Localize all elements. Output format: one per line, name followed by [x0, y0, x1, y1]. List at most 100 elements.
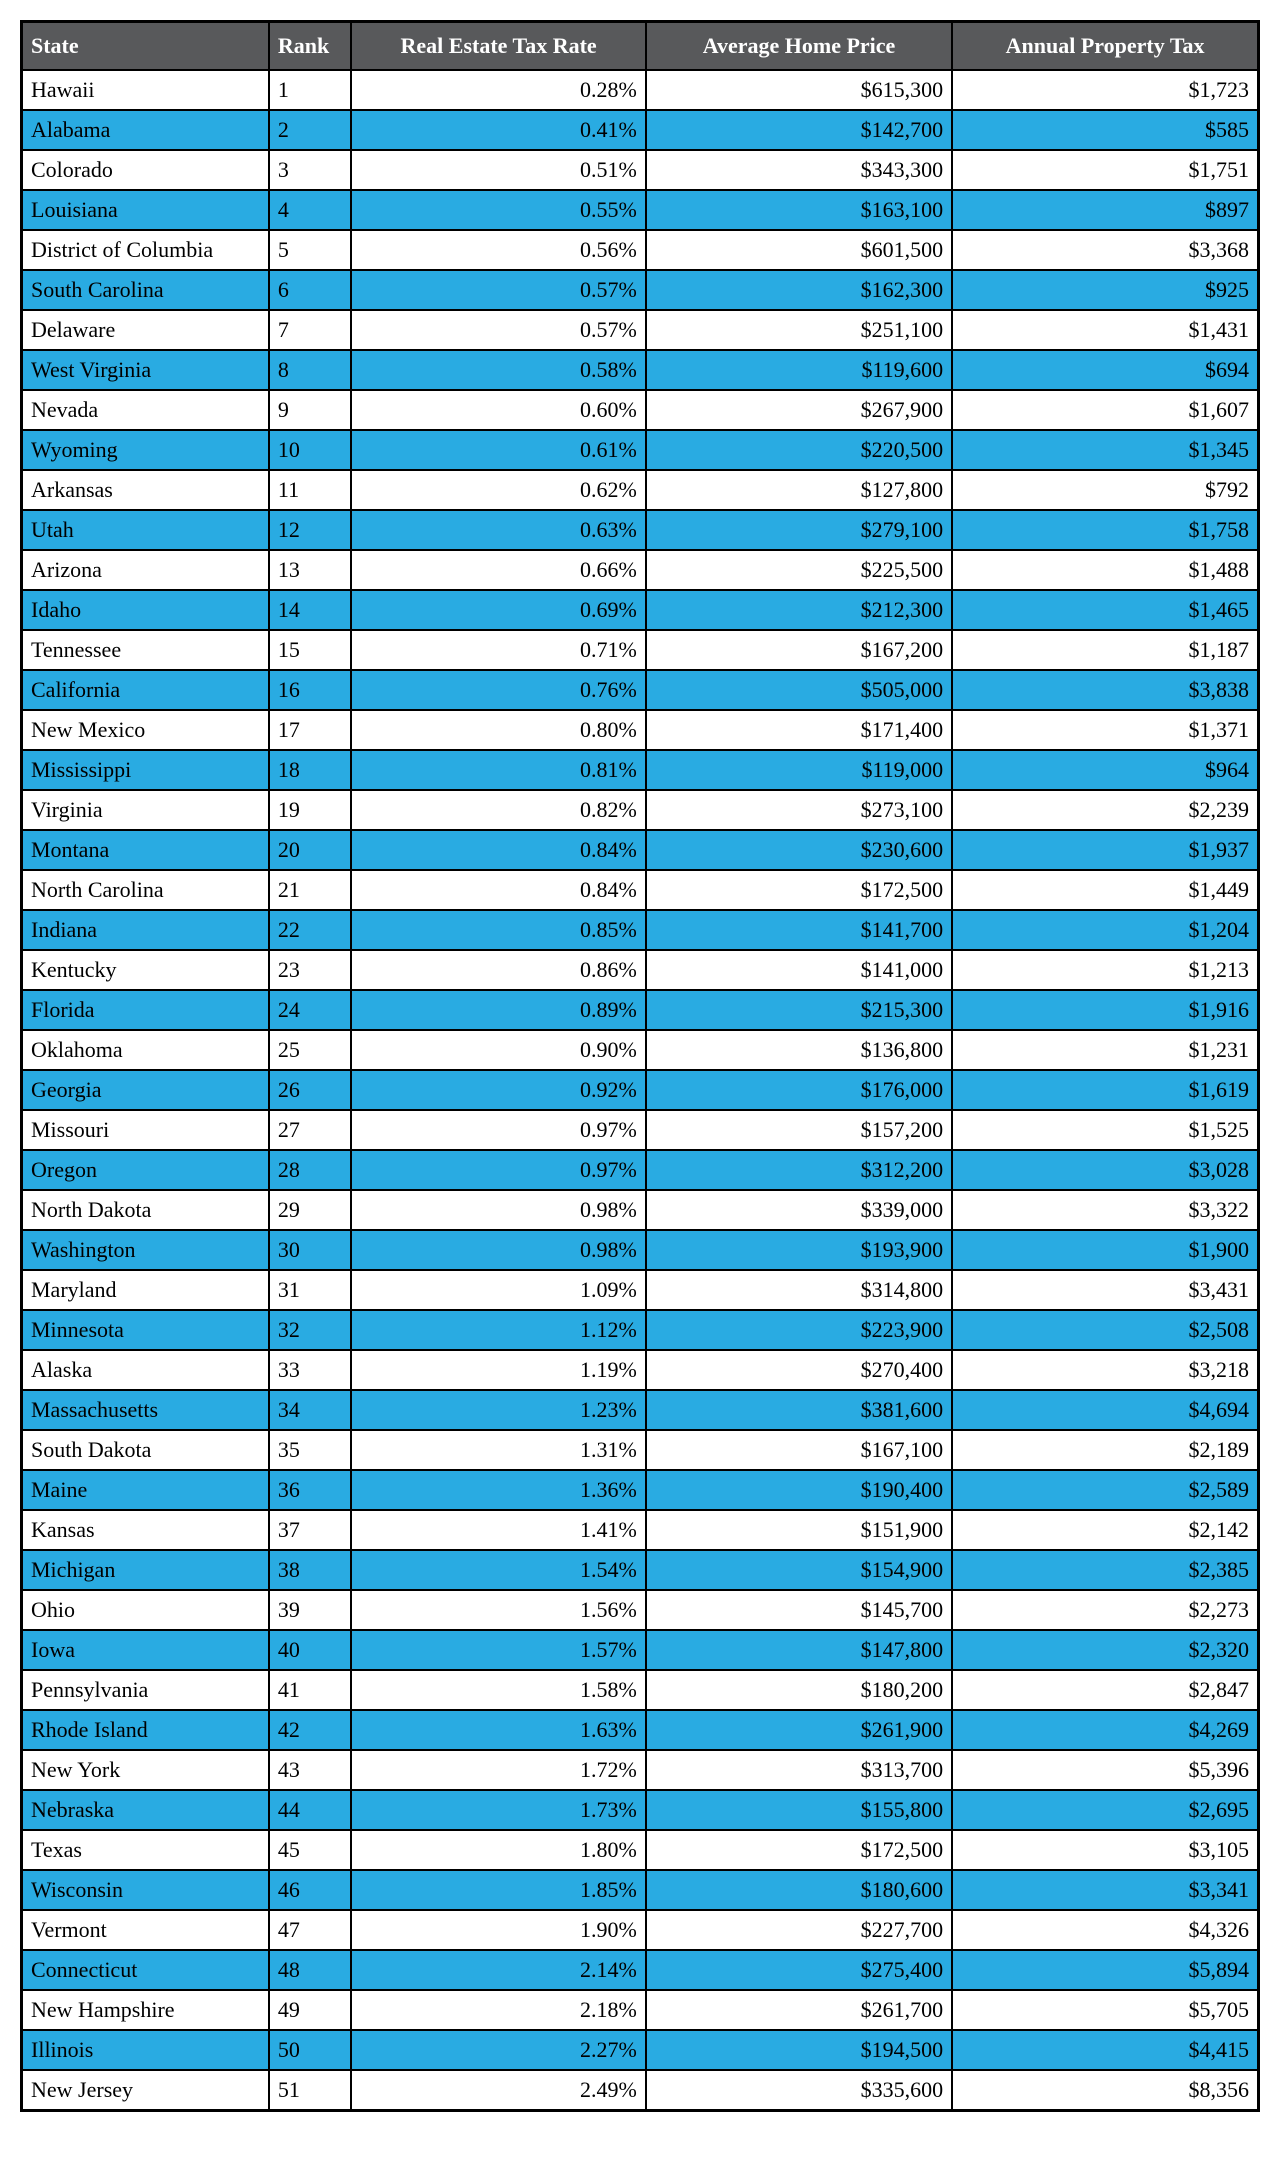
table-row: Kentucky230.86%$141,000$1,213 — [22, 950, 1259, 990]
header-row: State Rank Real Estate Tax Rate Average … — [22, 22, 1259, 71]
cell-rate: 0.51% — [351, 150, 646, 190]
cell-state: South Carolina — [22, 270, 269, 310]
cell-price: $261,700 — [646, 1990, 952, 2030]
table-row: Hawaii10.28%$615,300$1,723 — [22, 70, 1259, 110]
cell-state: Virginia — [22, 790, 269, 830]
cell-price: $343,300 — [646, 150, 952, 190]
cell-rank: 26 — [269, 1070, 351, 1110]
cell-state: Nebraska — [22, 1790, 269, 1830]
cell-tax: $1,213 — [952, 950, 1258, 990]
cell-rank: 20 — [269, 830, 351, 870]
cell-price: $176,000 — [646, 1070, 952, 1110]
cell-rate: 1.80% — [351, 1830, 646, 1870]
cell-rate: 0.84% — [351, 870, 646, 910]
cell-state: Georgia — [22, 1070, 269, 1110]
cell-state: Texas — [22, 1830, 269, 1870]
cell-rate: 1.09% — [351, 1270, 646, 1310]
cell-tax: $5,705 — [952, 1990, 1258, 2030]
table-row: Nevada90.60%$267,900$1,607 — [22, 390, 1259, 430]
table-row: Missouri270.97%$157,200$1,525 — [22, 1110, 1259, 1150]
cell-tax: $2,273 — [952, 1590, 1258, 1630]
cell-tax: $3,431 — [952, 1270, 1258, 1310]
cell-tax: $2,385 — [952, 1550, 1258, 1590]
cell-rate: 2.49% — [351, 2070, 646, 2111]
cell-price: $163,100 — [646, 190, 952, 230]
cell-tax: $2,239 — [952, 790, 1258, 830]
cell-tax: $5,894 — [952, 1950, 1258, 1990]
cell-rank: 51 — [269, 2070, 351, 2111]
cell-rate: 0.63% — [351, 510, 646, 550]
cell-rank: 25 — [269, 1030, 351, 1070]
cell-rank: 50 — [269, 2030, 351, 2070]
col-header-rate: Real Estate Tax Rate — [351, 22, 646, 71]
cell-rank: 8 — [269, 350, 351, 390]
cell-price: $270,400 — [646, 1350, 952, 1390]
cell-rank: 31 — [269, 1270, 351, 1310]
cell-price: $141,700 — [646, 910, 952, 950]
cell-price: $172,500 — [646, 1830, 952, 1870]
cell-rate: 0.98% — [351, 1190, 646, 1230]
cell-rate: 0.62% — [351, 470, 646, 510]
cell-tax: $4,415 — [952, 2030, 1258, 2070]
cell-rate: 0.76% — [351, 670, 646, 710]
cell-rate: 2.18% — [351, 1990, 646, 2030]
cell-rank: 32 — [269, 1310, 351, 1350]
cell-rank: 39 — [269, 1590, 351, 1630]
cell-price: $167,200 — [646, 630, 952, 670]
cell-state: Colorado — [22, 150, 269, 190]
cell-tax: $1,525 — [952, 1110, 1258, 1150]
cell-rank: 22 — [269, 910, 351, 950]
cell-rank: 36 — [269, 1470, 351, 1510]
table-row: Tennessee150.71%$167,200$1,187 — [22, 630, 1259, 670]
table-row: Delaware70.57%$251,100$1,431 — [22, 310, 1259, 350]
cell-rate: 0.69% — [351, 590, 646, 630]
cell-rate: 0.57% — [351, 310, 646, 350]
table-row: Maine361.36%$190,400$2,589 — [22, 1470, 1259, 1510]
cell-tax: $3,838 — [952, 670, 1258, 710]
cell-price: $119,600 — [646, 350, 952, 390]
cell-state: Tennessee — [22, 630, 269, 670]
table-row: District of Columbia50.56%$601,500$3,368 — [22, 230, 1259, 270]
table-row: Oregon280.97%$312,200$3,028 — [22, 1150, 1259, 1190]
cell-rate: 1.73% — [351, 1790, 646, 1830]
cell-rank: 45 — [269, 1830, 351, 1870]
cell-tax: $2,589 — [952, 1470, 1258, 1510]
table-row: North Dakota290.98%$339,000$3,322 — [22, 1190, 1259, 1230]
cell-state: California — [22, 670, 269, 710]
cell-rate: 1.54% — [351, 1550, 646, 1590]
cell-state: District of Columbia — [22, 230, 269, 270]
cell-state: Massachusetts — [22, 1390, 269, 1430]
table-row: Montana200.84%$230,600$1,937 — [22, 830, 1259, 870]
cell-tax: $1,619 — [952, 1070, 1258, 1110]
cell-price: $251,100 — [646, 310, 952, 350]
cell-state: Wyoming — [22, 430, 269, 470]
cell-rate: 0.71% — [351, 630, 646, 670]
cell-price: $167,100 — [646, 1430, 952, 1470]
cell-rate: 2.27% — [351, 2030, 646, 2070]
cell-rate: 1.90% — [351, 1910, 646, 1950]
cell-rank: 43 — [269, 1750, 351, 1790]
cell-price: $227,700 — [646, 1910, 952, 1950]
cell-tax: $2,320 — [952, 1630, 1258, 1670]
cell-rank: 46 — [269, 1870, 351, 1910]
cell-rank: 47 — [269, 1910, 351, 1950]
cell-rate: 1.72% — [351, 1750, 646, 1790]
cell-tax: $585 — [952, 110, 1258, 150]
cell-price: $267,900 — [646, 390, 952, 430]
cell-tax: $1,937 — [952, 830, 1258, 870]
cell-state: Oregon — [22, 1150, 269, 1190]
cell-state: Washington — [22, 1230, 269, 1270]
cell-state: Hawaii — [22, 70, 269, 110]
cell-price: $314,800 — [646, 1270, 952, 1310]
cell-rate: 1.56% — [351, 1590, 646, 1630]
table-row: Connecticut482.14%$275,400$5,894 — [22, 1950, 1259, 1990]
cell-tax: $4,326 — [952, 1910, 1258, 1950]
cell-rate: 0.61% — [351, 430, 646, 470]
cell-rank: 1 — [269, 70, 351, 110]
cell-rate: 0.84% — [351, 830, 646, 870]
cell-tax: $1,465 — [952, 590, 1258, 630]
cell-state: Rhode Island — [22, 1710, 269, 1750]
table-row: Mississippi180.81%$119,000$964 — [22, 750, 1259, 790]
cell-tax: $1,488 — [952, 550, 1258, 590]
cell-rank: 27 — [269, 1110, 351, 1150]
